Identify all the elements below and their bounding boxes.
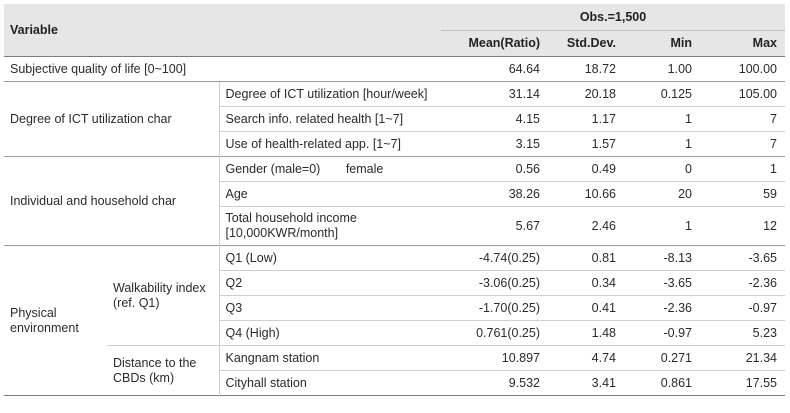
row-label: Q4 (High)	[218, 320, 441, 346]
cell-min: -3.65	[624, 270, 700, 296]
descriptive-statistics-table: Variable Obs.=1,500 Mean(Ratio) Std.Dev.…	[4, 4, 785, 396]
table-row: Individual and household char Gender (ma…	[4, 156, 785, 246]
cell-min: 0.125	[624, 81, 700, 107]
header-max: Max	[700, 30, 785, 57]
header-obs: Obs.=1,500	[441, 4, 785, 31]
cell-mean: 64.64	[441, 56, 548, 82]
gender-category: female	[345, 161, 384, 176]
table-row: Use of health-related app. [1~7] 3.15 1.…	[4, 131, 785, 157]
row-label: Age	[218, 181, 441, 207]
cell-mean: -3.06(0.25)	[441, 270, 548, 296]
table-row: Total household income [10,000KWR/month]…	[4, 206, 785, 246]
cell-max: 7	[700, 131, 785, 157]
row-label: Gender (male=0) female	[218, 156, 441, 182]
subgroup-label: Walkability index (ref. Q1)	[107, 245, 219, 346]
cell-mean: 3.15	[441, 131, 548, 157]
cell-min: -2.36	[624, 295, 700, 321]
row-label: Degree of ICT utilization [hour/week]	[218, 81, 441, 107]
header-variable: Variable	[4, 4, 441, 57]
gender-label: Gender (male=0)	[225, 161, 321, 176]
cell-min: 20	[624, 181, 700, 207]
cell-mean: 9.532	[441, 370, 548, 396]
cell-min: 0.271	[624, 345, 700, 371]
cell-sd: 3.41	[548, 370, 624, 396]
cell-min: 1	[624, 106, 700, 132]
cell-max: 12	[700, 206, 785, 246]
cell-sd: 2.46	[548, 206, 624, 246]
group-label: Individual and household char	[4, 156, 219, 246]
cell-min: 1	[624, 206, 700, 246]
cell-min: 0.861	[624, 370, 700, 396]
cell-mean: 38.26	[441, 181, 548, 207]
cell-min: 1	[624, 131, 700, 157]
cell-sd: 20.18	[548, 81, 624, 107]
cell-min: -8.13	[624, 245, 700, 271]
cell-max: -2.36	[700, 270, 785, 296]
table-row: Age 38.26 10.66 20 59	[4, 181, 785, 207]
row-label: Search info. related health [1~7]	[218, 106, 441, 132]
row-label: Q1 (Low)	[218, 245, 441, 271]
cell-max: 105.00	[700, 81, 785, 107]
cell-max: 17.55	[700, 370, 785, 396]
cell-sd: 0.34	[548, 270, 624, 296]
cell-max: 1	[700, 156, 785, 182]
row-label: Subjective quality of life [0~100]	[4, 56, 441, 82]
header-sd: Std.Dev.	[548, 30, 624, 57]
cell-sd: 1.48	[548, 320, 624, 346]
cell-min: 1.00	[624, 56, 700, 82]
cell-max: 5.23	[700, 320, 785, 346]
cell-min: -0.97	[624, 320, 700, 346]
cell-max: -0.97	[700, 295, 785, 321]
cell-max: 100.00	[700, 56, 785, 82]
cell-mean: 10.897	[441, 345, 548, 371]
cell-min: 0	[624, 156, 700, 182]
row-label: Cityhall station	[218, 370, 441, 396]
cell-sd: 0.41	[548, 295, 624, 321]
cell-sd: 10.66	[548, 181, 624, 207]
cell-mean: 0.761(0.25)	[441, 320, 548, 346]
cell-sd: 4.74	[548, 345, 624, 371]
cell-mean: -1.70(0.25)	[441, 295, 548, 321]
cell-max: -3.65	[700, 245, 785, 271]
cell-mean: 5.67	[441, 206, 548, 246]
row-label: Q3	[218, 295, 441, 321]
cell-sd: 0.81	[548, 245, 624, 271]
table-row: Degree of ICT utilization char Degree of…	[4, 81, 785, 157]
cell-sd: 18.72	[548, 56, 624, 82]
table-row: Q3 -1.70(0.25) 0.41 -2.36 -0.97	[4, 295, 785, 321]
cell-max: 7	[700, 106, 785, 132]
table-row: Cityhall station 9.532 3.41 0.861 17.55	[4, 370, 785, 396]
row-label: Kangnam station	[218, 345, 441, 371]
group-label: Degree of ICT utilization char	[4, 81, 219, 157]
table-row: Distance to the CBDs (km) Kangnam statio…	[4, 345, 785, 396]
header-mean: Mean(Ratio)	[441, 30, 548, 57]
table-row: Search info. related health [1~7] 4.15 1…	[4, 106, 785, 132]
table-row: Physical environment Walkability index (…	[4, 245, 785, 396]
cell-mean: 0.56	[441, 156, 548, 182]
cell-mean: -4.74(0.25)	[441, 245, 548, 271]
table-row: Q2 -3.06(0.25) 0.34 -3.65 -2.36	[4, 270, 785, 296]
cell-mean: 31.14	[441, 81, 548, 107]
header-row-2: Mean(Ratio) Std.Dev. Min Max	[4, 30, 785, 57]
cell-max: 21.34	[700, 345, 785, 371]
row-label: Total household income [10,000KWR/month]	[218, 206, 441, 246]
subgroup-label: Distance to the CBDs (km)	[107, 345, 219, 396]
table-row: Q4 (High) 0.761(0.25) 1.48 -0.97 5.23	[4, 320, 785, 346]
cell-max: 59	[700, 181, 785, 207]
group-label: Physical environment	[4, 245, 107, 396]
cell-sd: 1.17	[548, 106, 624, 132]
table-row: Subjective quality of life [0~100] 64.64…	[4, 56, 785, 82]
header-row-1: Variable Obs.=1,500	[4, 4, 785, 57]
header-min: Min	[624, 30, 700, 57]
cell-sd: 0.49	[548, 156, 624, 182]
cell-mean: 4.15	[441, 106, 548, 132]
row-label: Use of health-related app. [1~7]	[218, 131, 441, 157]
row-label: Q2	[218, 270, 441, 296]
cell-sd: 1.57	[548, 131, 624, 157]
